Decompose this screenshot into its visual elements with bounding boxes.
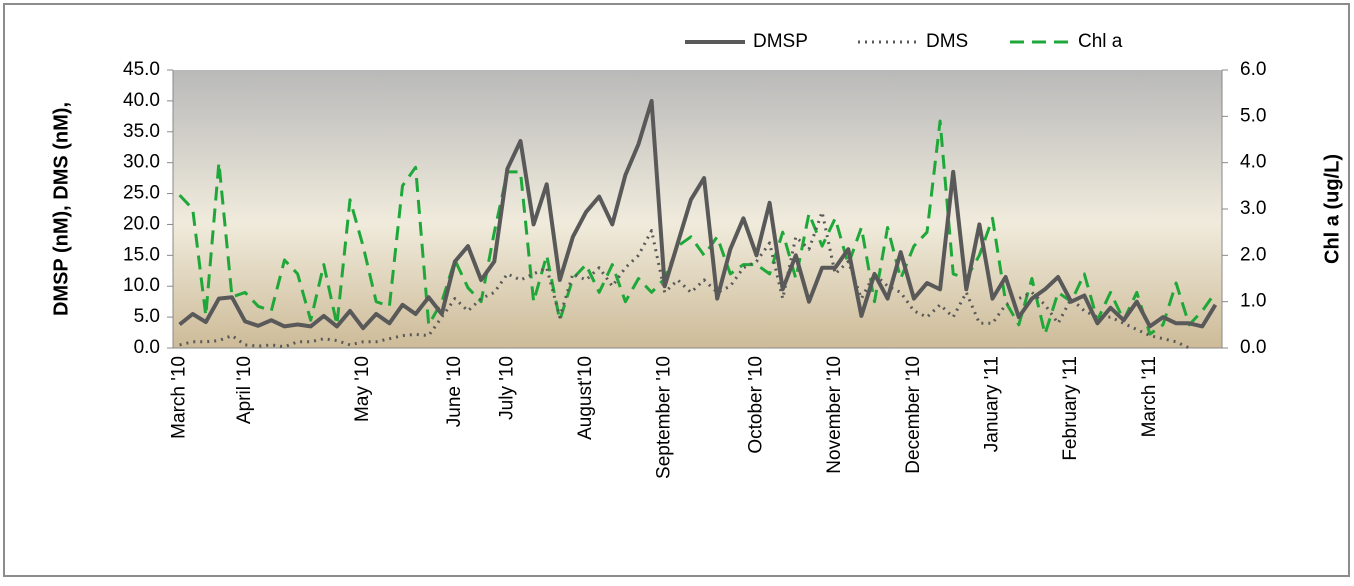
y-tick-label: 5.0 [134, 306, 160, 327]
series-line [178, 98, 1218, 331]
y-tick-label: 45.0 [123, 59, 160, 80]
series-line [179, 210, 1190, 350]
x-tick-label: August'10 [575, 356, 596, 440]
y2-tick-label: 0.0 [1240, 337, 1266, 358]
legend-label: DMSP [753, 31, 808, 52]
y-tick-label: 15.0 [123, 244, 160, 265]
y-tick-label: 25.0 [123, 183, 160, 204]
y-tick-label: 10.0 [123, 275, 160, 296]
x-tick-label: March '11 [1139, 356, 1160, 437]
y2-tick-label: 3.0 [1240, 198, 1266, 219]
x-tick-label: April '10 [234, 356, 255, 424]
x-tick-label: November '10 [824, 356, 845, 474]
legend-label: DMS [926, 31, 968, 52]
x-tick-label: June '10 [444, 356, 465, 427]
series-line [178, 119, 1217, 336]
y-tick-label: 0.0 [134, 337, 160, 358]
y2-tick-label: 6.0 [1240, 59, 1266, 80]
y2-tick-label: 4.0 [1240, 152, 1266, 173]
plot-area [173, 70, 1222, 348]
y2-tick-label: 1.0 [1240, 291, 1266, 312]
x-tick-label: September '10 [654, 356, 675, 479]
x-tick-label: March '10 [169, 356, 190, 439]
x-tick-label: December '10 [903, 356, 924, 474]
y-tick-label: 30.0 [123, 152, 160, 173]
y2-tick-label: 2.0 [1240, 244, 1266, 265]
x-tick-label: July '10 [496, 356, 517, 420]
y2-tick-label: 5.0 [1240, 105, 1266, 126]
y-tick-label: 40.0 [123, 90, 160, 111]
y-tick-label: 35.0 [123, 121, 160, 142]
y-tick-label: 20.0 [123, 213, 160, 234]
legend-label: Chl a [1078, 31, 1123, 52]
x-tick-label: January '11 [982, 356, 1003, 452]
x-tick-label: October '10 [746, 356, 767, 454]
y2-axis-title: Chl a (ug/L) [1321, 154, 1343, 264]
x-tick-label: February '11 [1060, 356, 1081, 461]
x-tick-label: May '10 [352, 356, 373, 422]
y-axis-title: DMSP (nM), DMS (nM), [50, 102, 72, 316]
